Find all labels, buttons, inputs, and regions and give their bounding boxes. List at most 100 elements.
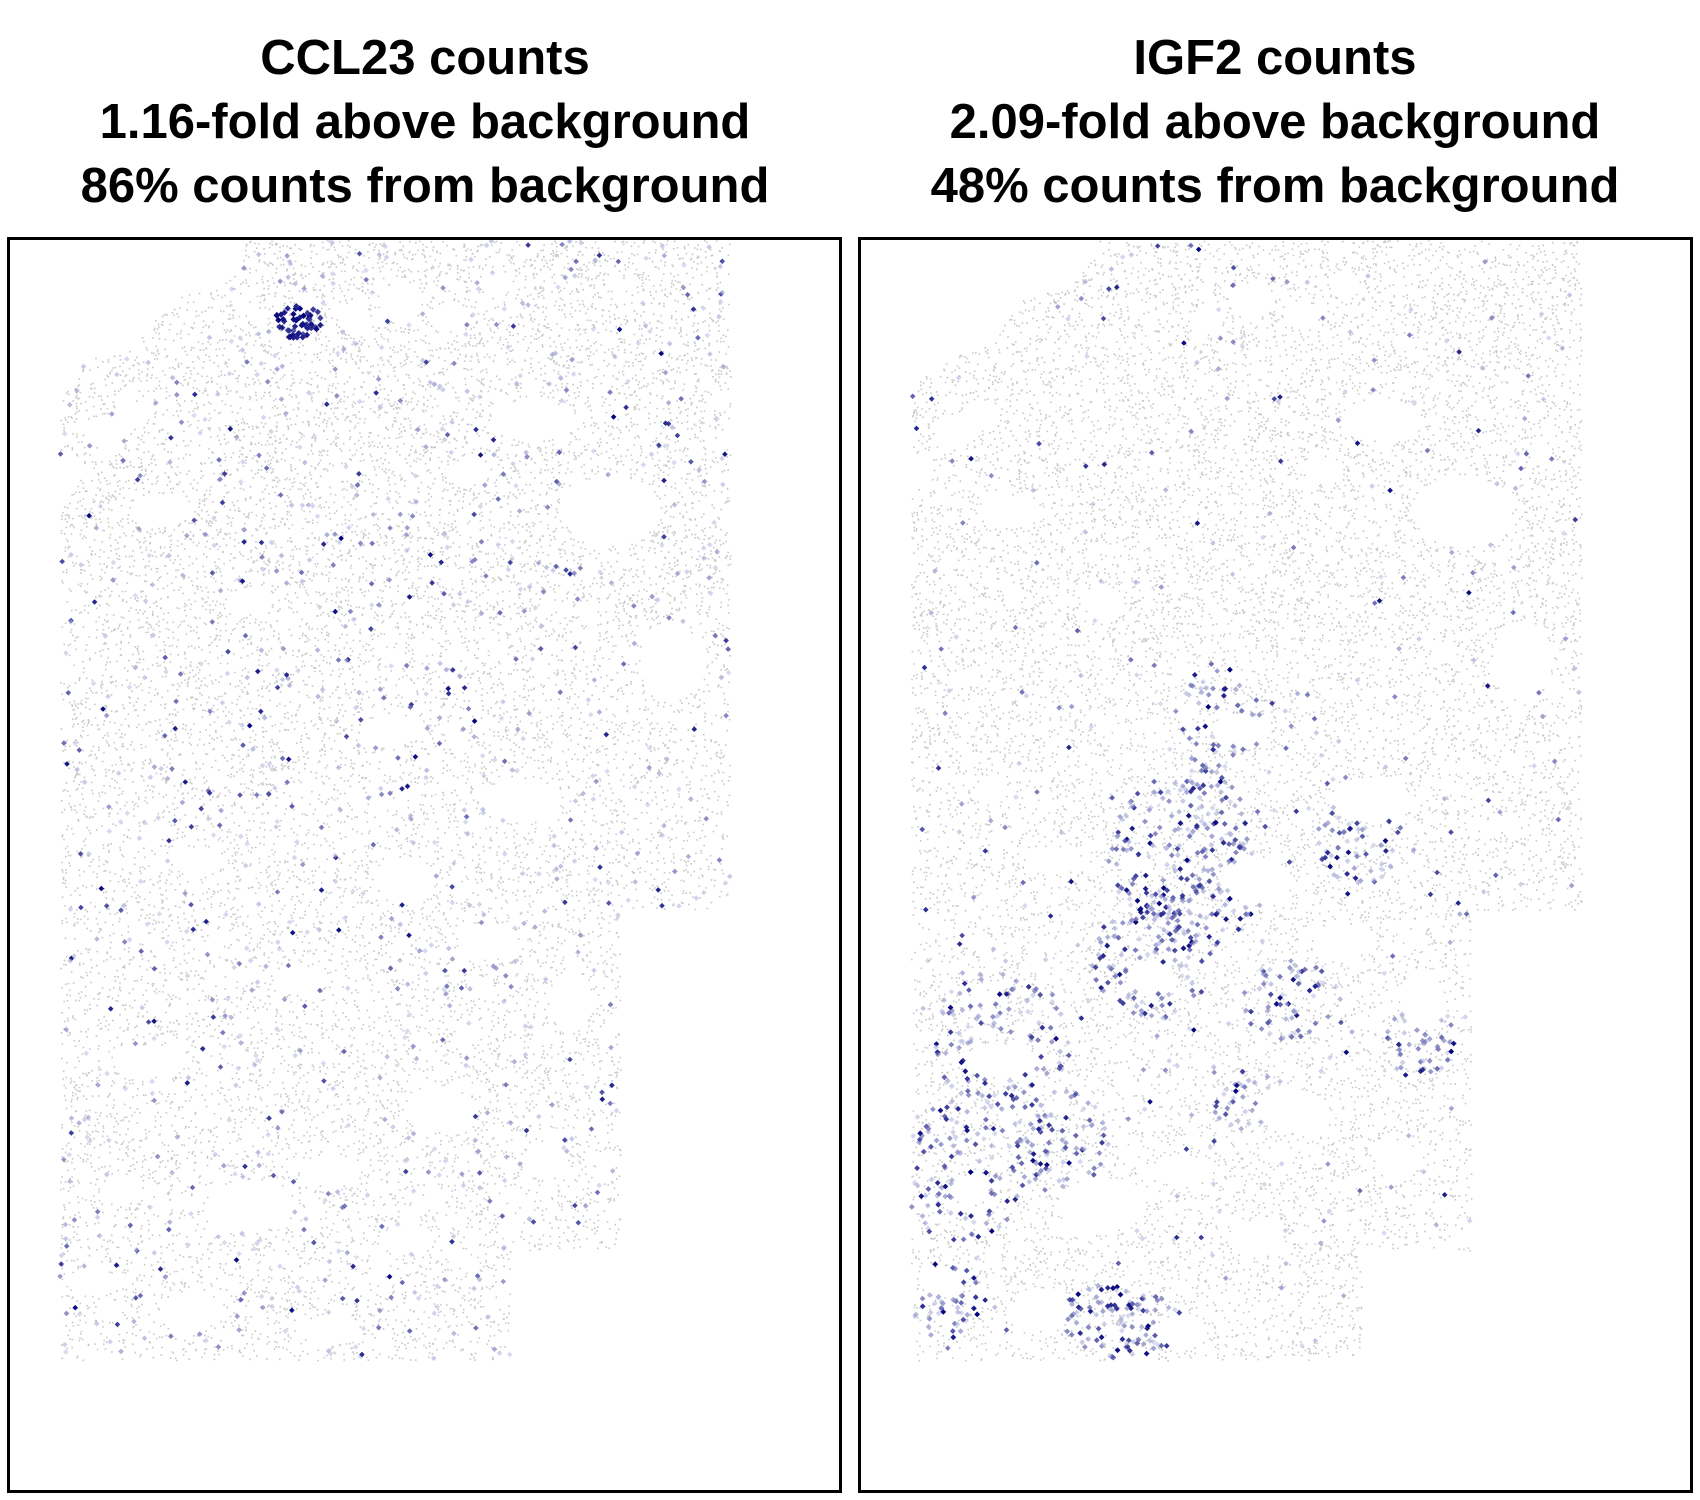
count-point xyxy=(106,1137,112,1144)
count-point xyxy=(1014,1193,1020,1200)
count-point xyxy=(1221,692,1227,699)
count-point xyxy=(1434,1065,1441,1072)
count-point xyxy=(500,471,507,477)
count-point xyxy=(1171,1236,1177,1243)
count-point xyxy=(557,374,564,381)
count-point xyxy=(593,778,599,785)
count-point xyxy=(264,379,271,385)
count-point xyxy=(727,873,733,880)
count-point xyxy=(1315,826,1322,832)
count-point xyxy=(965,1078,972,1085)
count-point xyxy=(410,1130,417,1137)
count-point xyxy=(1183,962,1190,969)
count-point xyxy=(1173,708,1179,714)
count-point xyxy=(407,704,414,710)
count-point xyxy=(330,562,337,568)
count-point xyxy=(378,791,385,798)
count-point xyxy=(258,1293,265,1300)
count-point xyxy=(427,379,434,386)
count-point xyxy=(403,1168,409,1175)
count-point xyxy=(1056,1065,1063,1072)
count-point xyxy=(982,848,989,854)
count-point xyxy=(680,618,686,625)
count-point xyxy=(493,965,499,971)
count-point xyxy=(263,963,269,970)
count-point xyxy=(958,1300,965,1306)
count-point xyxy=(1224,1105,1231,1111)
count-point xyxy=(1046,1122,1052,1128)
count-point xyxy=(1110,1354,1117,1361)
count-point xyxy=(1169,937,1175,943)
count-point xyxy=(1113,861,1120,867)
count-point xyxy=(281,996,288,1003)
count-point xyxy=(1363,851,1369,857)
count-point xyxy=(1233,849,1239,856)
count-point xyxy=(1015,1154,1022,1161)
count-point xyxy=(104,1070,110,1077)
count-point xyxy=(1572,516,1579,523)
count-point xyxy=(620,661,627,667)
count-point xyxy=(975,1090,981,1097)
count-point xyxy=(285,962,292,969)
count-point xyxy=(234,434,240,441)
count-point xyxy=(1398,1064,1404,1071)
count-point xyxy=(1237,915,1244,922)
count-point xyxy=(1086,1286,1093,1293)
count-point xyxy=(1249,1107,1255,1114)
count-point xyxy=(471,718,478,724)
count-point xyxy=(236,961,243,967)
count-point xyxy=(572,798,579,804)
count-point xyxy=(1456,349,1462,355)
count-point xyxy=(975,1013,982,1020)
count-point xyxy=(471,511,477,518)
count-point xyxy=(136,526,142,532)
count-point xyxy=(444,431,451,438)
count-point xyxy=(343,733,350,740)
count-point xyxy=(151,1249,158,1256)
count-point xyxy=(555,284,561,290)
count-point xyxy=(496,1350,503,1356)
count-point xyxy=(151,965,158,972)
count-point xyxy=(314,308,321,316)
count-point xyxy=(1209,847,1216,853)
count-point xyxy=(1193,741,1200,747)
count-point xyxy=(926,1122,932,1128)
count-point xyxy=(475,286,482,292)
count-point xyxy=(973,1279,979,1286)
count-point xyxy=(168,435,174,441)
count-point xyxy=(286,327,293,334)
count-point xyxy=(1166,1058,1172,1064)
count-point xyxy=(449,1238,455,1245)
count-point xyxy=(126,684,133,691)
count-point xyxy=(1180,945,1187,952)
count-point xyxy=(1118,951,1125,958)
count-point xyxy=(423,444,429,450)
count-point xyxy=(1205,692,1212,698)
count-point xyxy=(988,1228,995,1234)
count-point xyxy=(570,371,577,377)
count-point xyxy=(700,545,707,551)
count-point xyxy=(1198,1234,1204,1241)
count-point xyxy=(1112,925,1118,932)
count-point xyxy=(1512,485,1519,492)
count-point xyxy=(972,1141,979,1148)
count-point xyxy=(1012,624,1019,631)
count-point xyxy=(471,1285,477,1292)
count-point xyxy=(74,387,80,394)
count-point xyxy=(166,1226,172,1233)
count-point xyxy=(933,1041,940,1047)
count-point xyxy=(292,317,299,324)
count-point xyxy=(61,1341,68,1348)
count-point xyxy=(655,887,661,893)
count-point xyxy=(76,747,83,753)
count-point xyxy=(1354,853,1360,860)
count-point xyxy=(1277,458,1284,464)
count-point xyxy=(217,476,223,483)
count-point xyxy=(150,632,156,638)
count-point xyxy=(227,426,234,432)
count-point xyxy=(477,1185,483,1191)
count-point xyxy=(1115,1260,1122,1267)
count-point xyxy=(220,1029,226,1036)
count-point xyxy=(115,770,122,776)
count-point xyxy=(490,437,497,443)
